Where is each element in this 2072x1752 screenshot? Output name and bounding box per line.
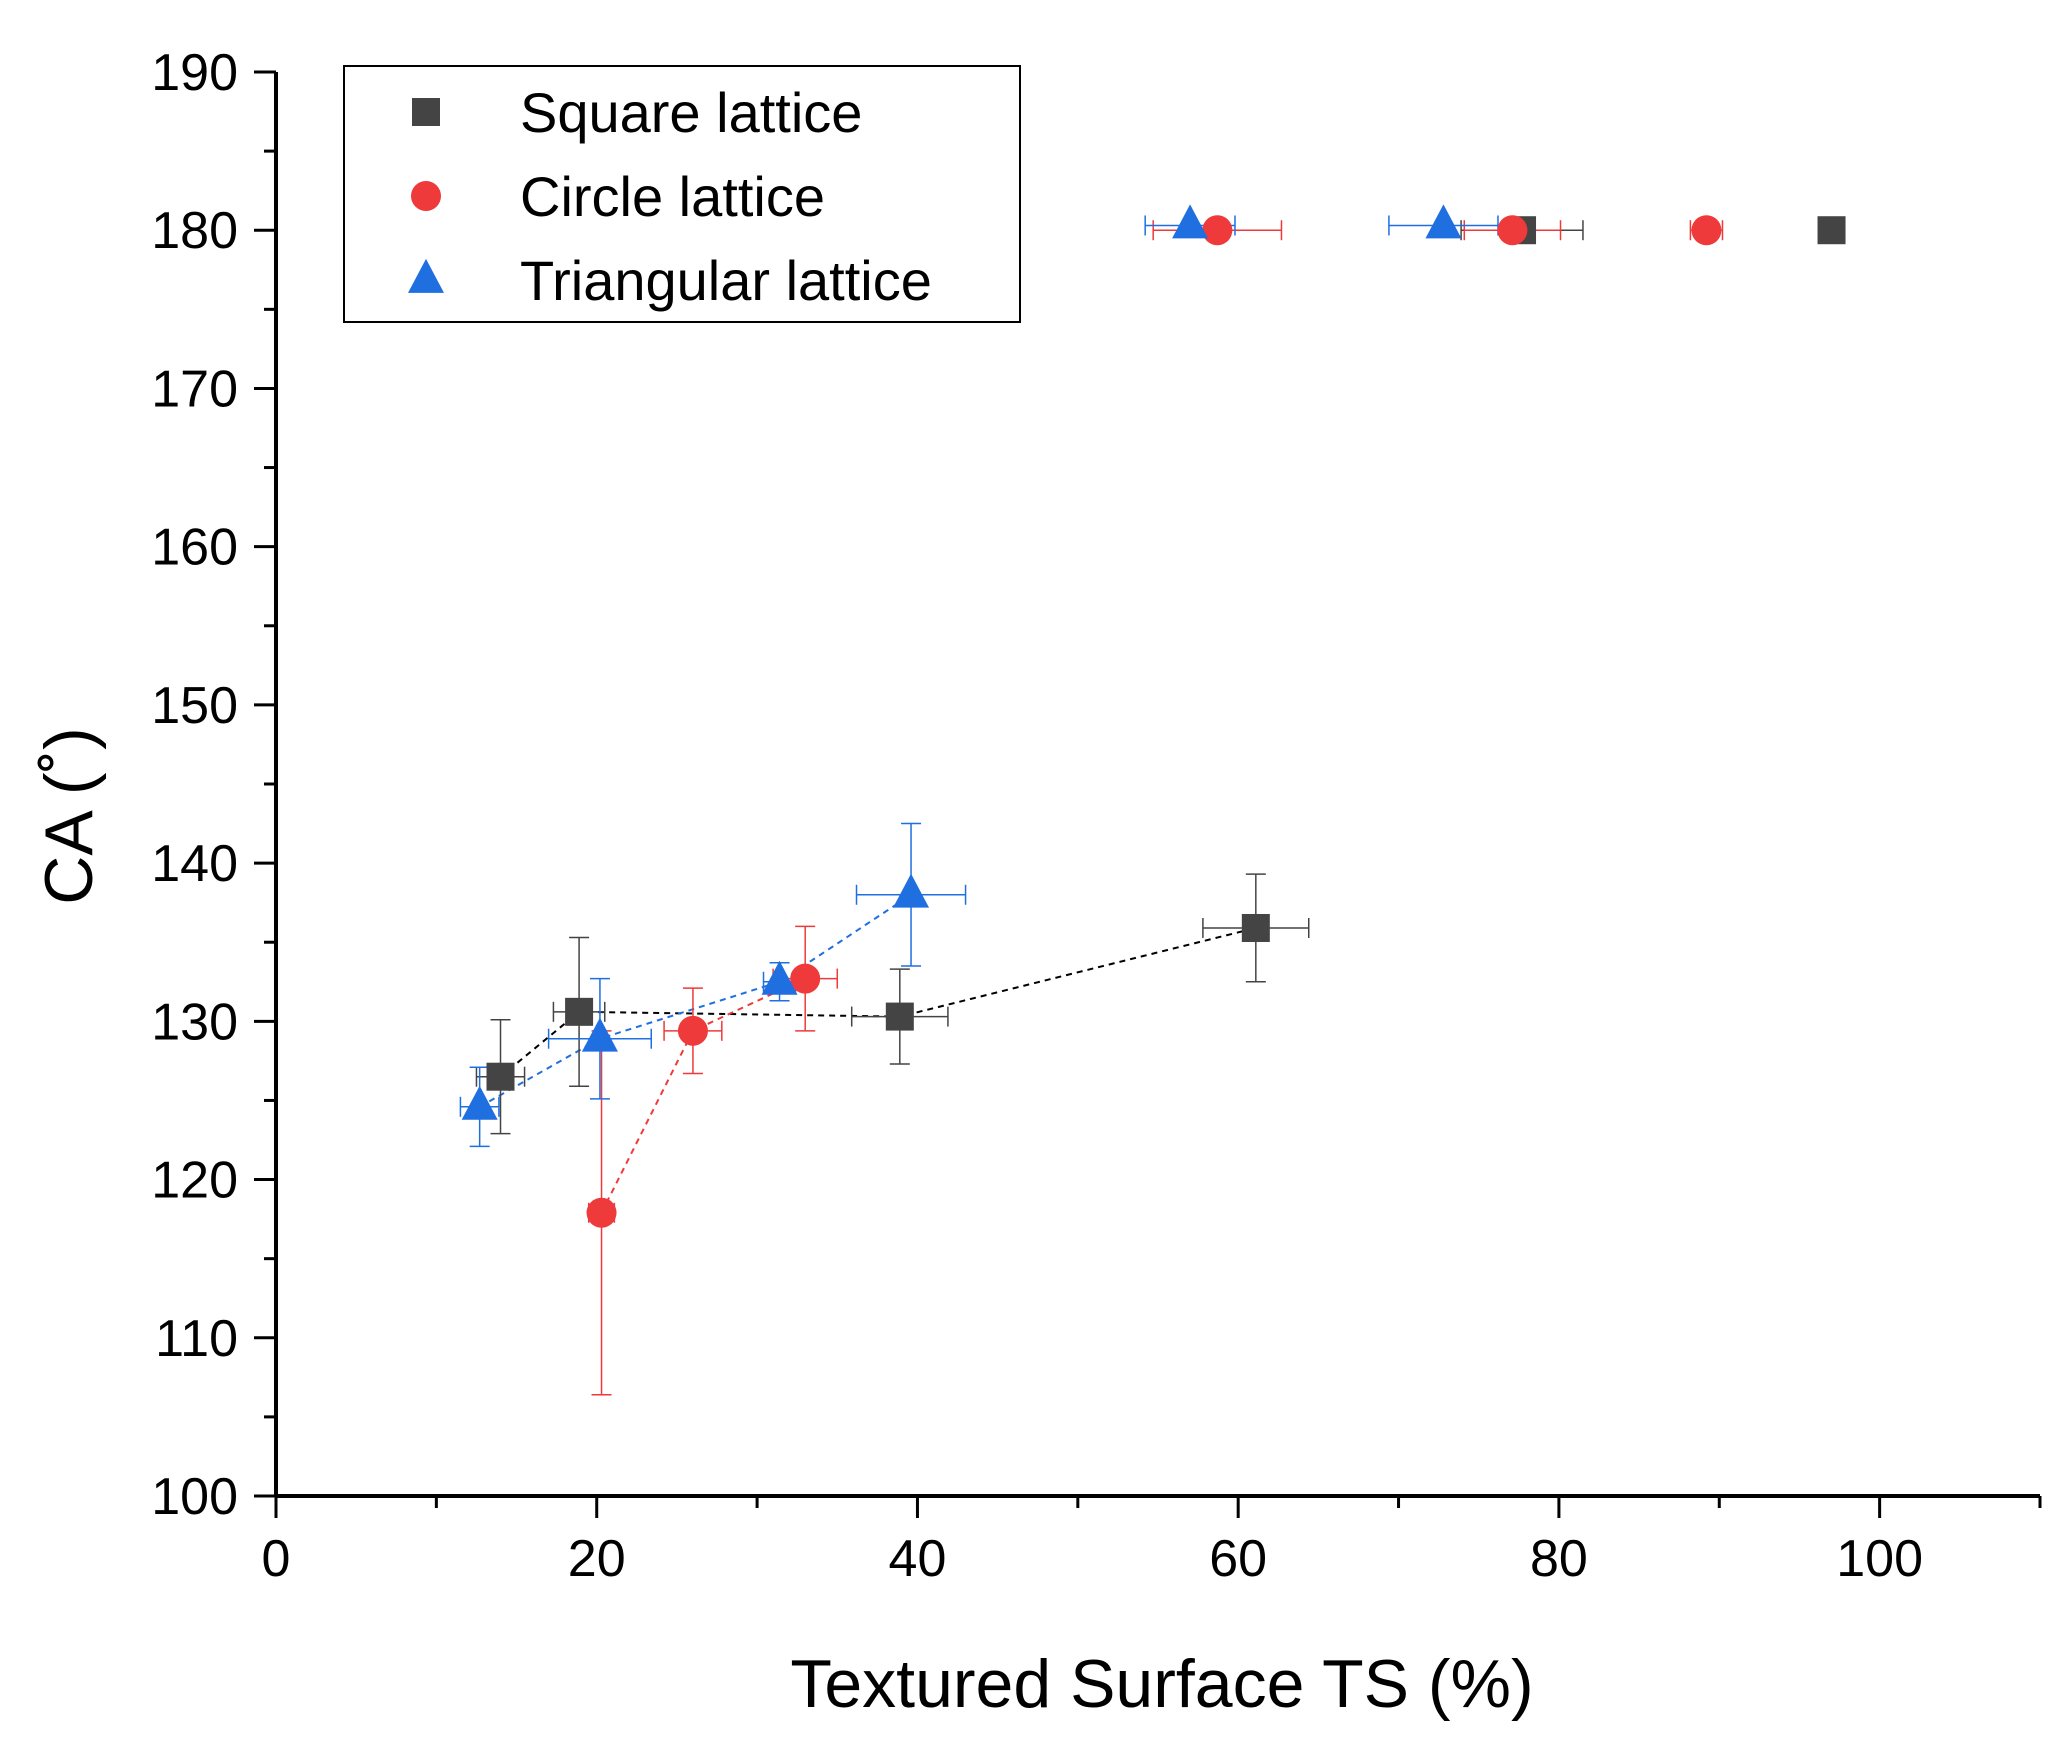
triangular-lattice-line xyxy=(479,893,912,1108)
legend-marker-circle-lattice xyxy=(411,181,441,211)
triangular-lattice-point xyxy=(893,873,930,908)
y-axis-title: CA (˚) xyxy=(31,727,107,905)
triangular-lattice-point xyxy=(581,1017,618,1052)
x-tick-label: 60 xyxy=(1209,1530,1267,1588)
legend-label-triangular-lattice: Triangular lattice xyxy=(520,249,932,312)
x-tick-label: 0 xyxy=(262,1530,291,1588)
y-tick-label: 120 xyxy=(151,1152,238,1210)
circle-lattice-point xyxy=(1202,215,1233,246)
x-tick-label: 100 xyxy=(1836,1530,1923,1588)
legend: Square lattice Circle lattice Triangular l… xyxy=(343,65,1021,323)
x-tick-label: 20 xyxy=(568,1530,626,1588)
square-lattice-line xyxy=(499,927,1257,1078)
circle-lattice-point xyxy=(1497,215,1528,246)
triangular-lattice-point xyxy=(1172,204,1209,239)
square-lattice-point xyxy=(565,997,594,1026)
y-tick-label: 100 xyxy=(151,1468,238,1526)
square-lattice-point xyxy=(885,1002,914,1031)
legend-label-circle-lattice: Circle lattice xyxy=(520,165,825,228)
x-tick-label: 80 xyxy=(1530,1530,1588,1588)
square-lattice-point xyxy=(1817,216,1846,245)
circle-lattice-point xyxy=(1691,215,1722,246)
legend-marker-triangular-lattice xyxy=(408,258,444,293)
legend-label-square-lattice: Square lattice xyxy=(520,81,862,144)
y-tick-label: 160 xyxy=(151,519,238,577)
circle-lattice-point xyxy=(677,1015,708,1046)
circle-lattice-point xyxy=(586,1197,617,1228)
square-lattice-point xyxy=(1241,913,1270,942)
y-tick-label: 140 xyxy=(151,835,238,893)
y-tick-label: 190 xyxy=(151,44,238,102)
x-axis-title: Textured Surface TS (%) xyxy=(790,1646,1533,1722)
legend-box xyxy=(343,65,1021,323)
axes: 0 20 40 60 80 100 100 110 120 130 140 150 160 170 180 1… xyxy=(151,44,2042,1588)
y-tick-label: 130 xyxy=(151,993,238,1051)
legend-marker-square-lattice xyxy=(412,98,440,126)
triangular-lattice-point xyxy=(761,960,798,995)
y-tick-label: 110 xyxy=(155,1310,238,1368)
triangular-lattice-point xyxy=(461,1085,498,1120)
circle-lattice-point xyxy=(790,963,821,994)
y-tick-label: 150 xyxy=(151,677,238,735)
triangular-lattice-point xyxy=(1425,204,1462,239)
data-markers xyxy=(461,204,1846,1228)
square-lattice-point xyxy=(486,1062,515,1091)
y-tick-label: 180 xyxy=(151,202,238,260)
x-tick-label: 40 xyxy=(889,1530,947,1588)
y-tick-label: 170 xyxy=(151,360,238,418)
